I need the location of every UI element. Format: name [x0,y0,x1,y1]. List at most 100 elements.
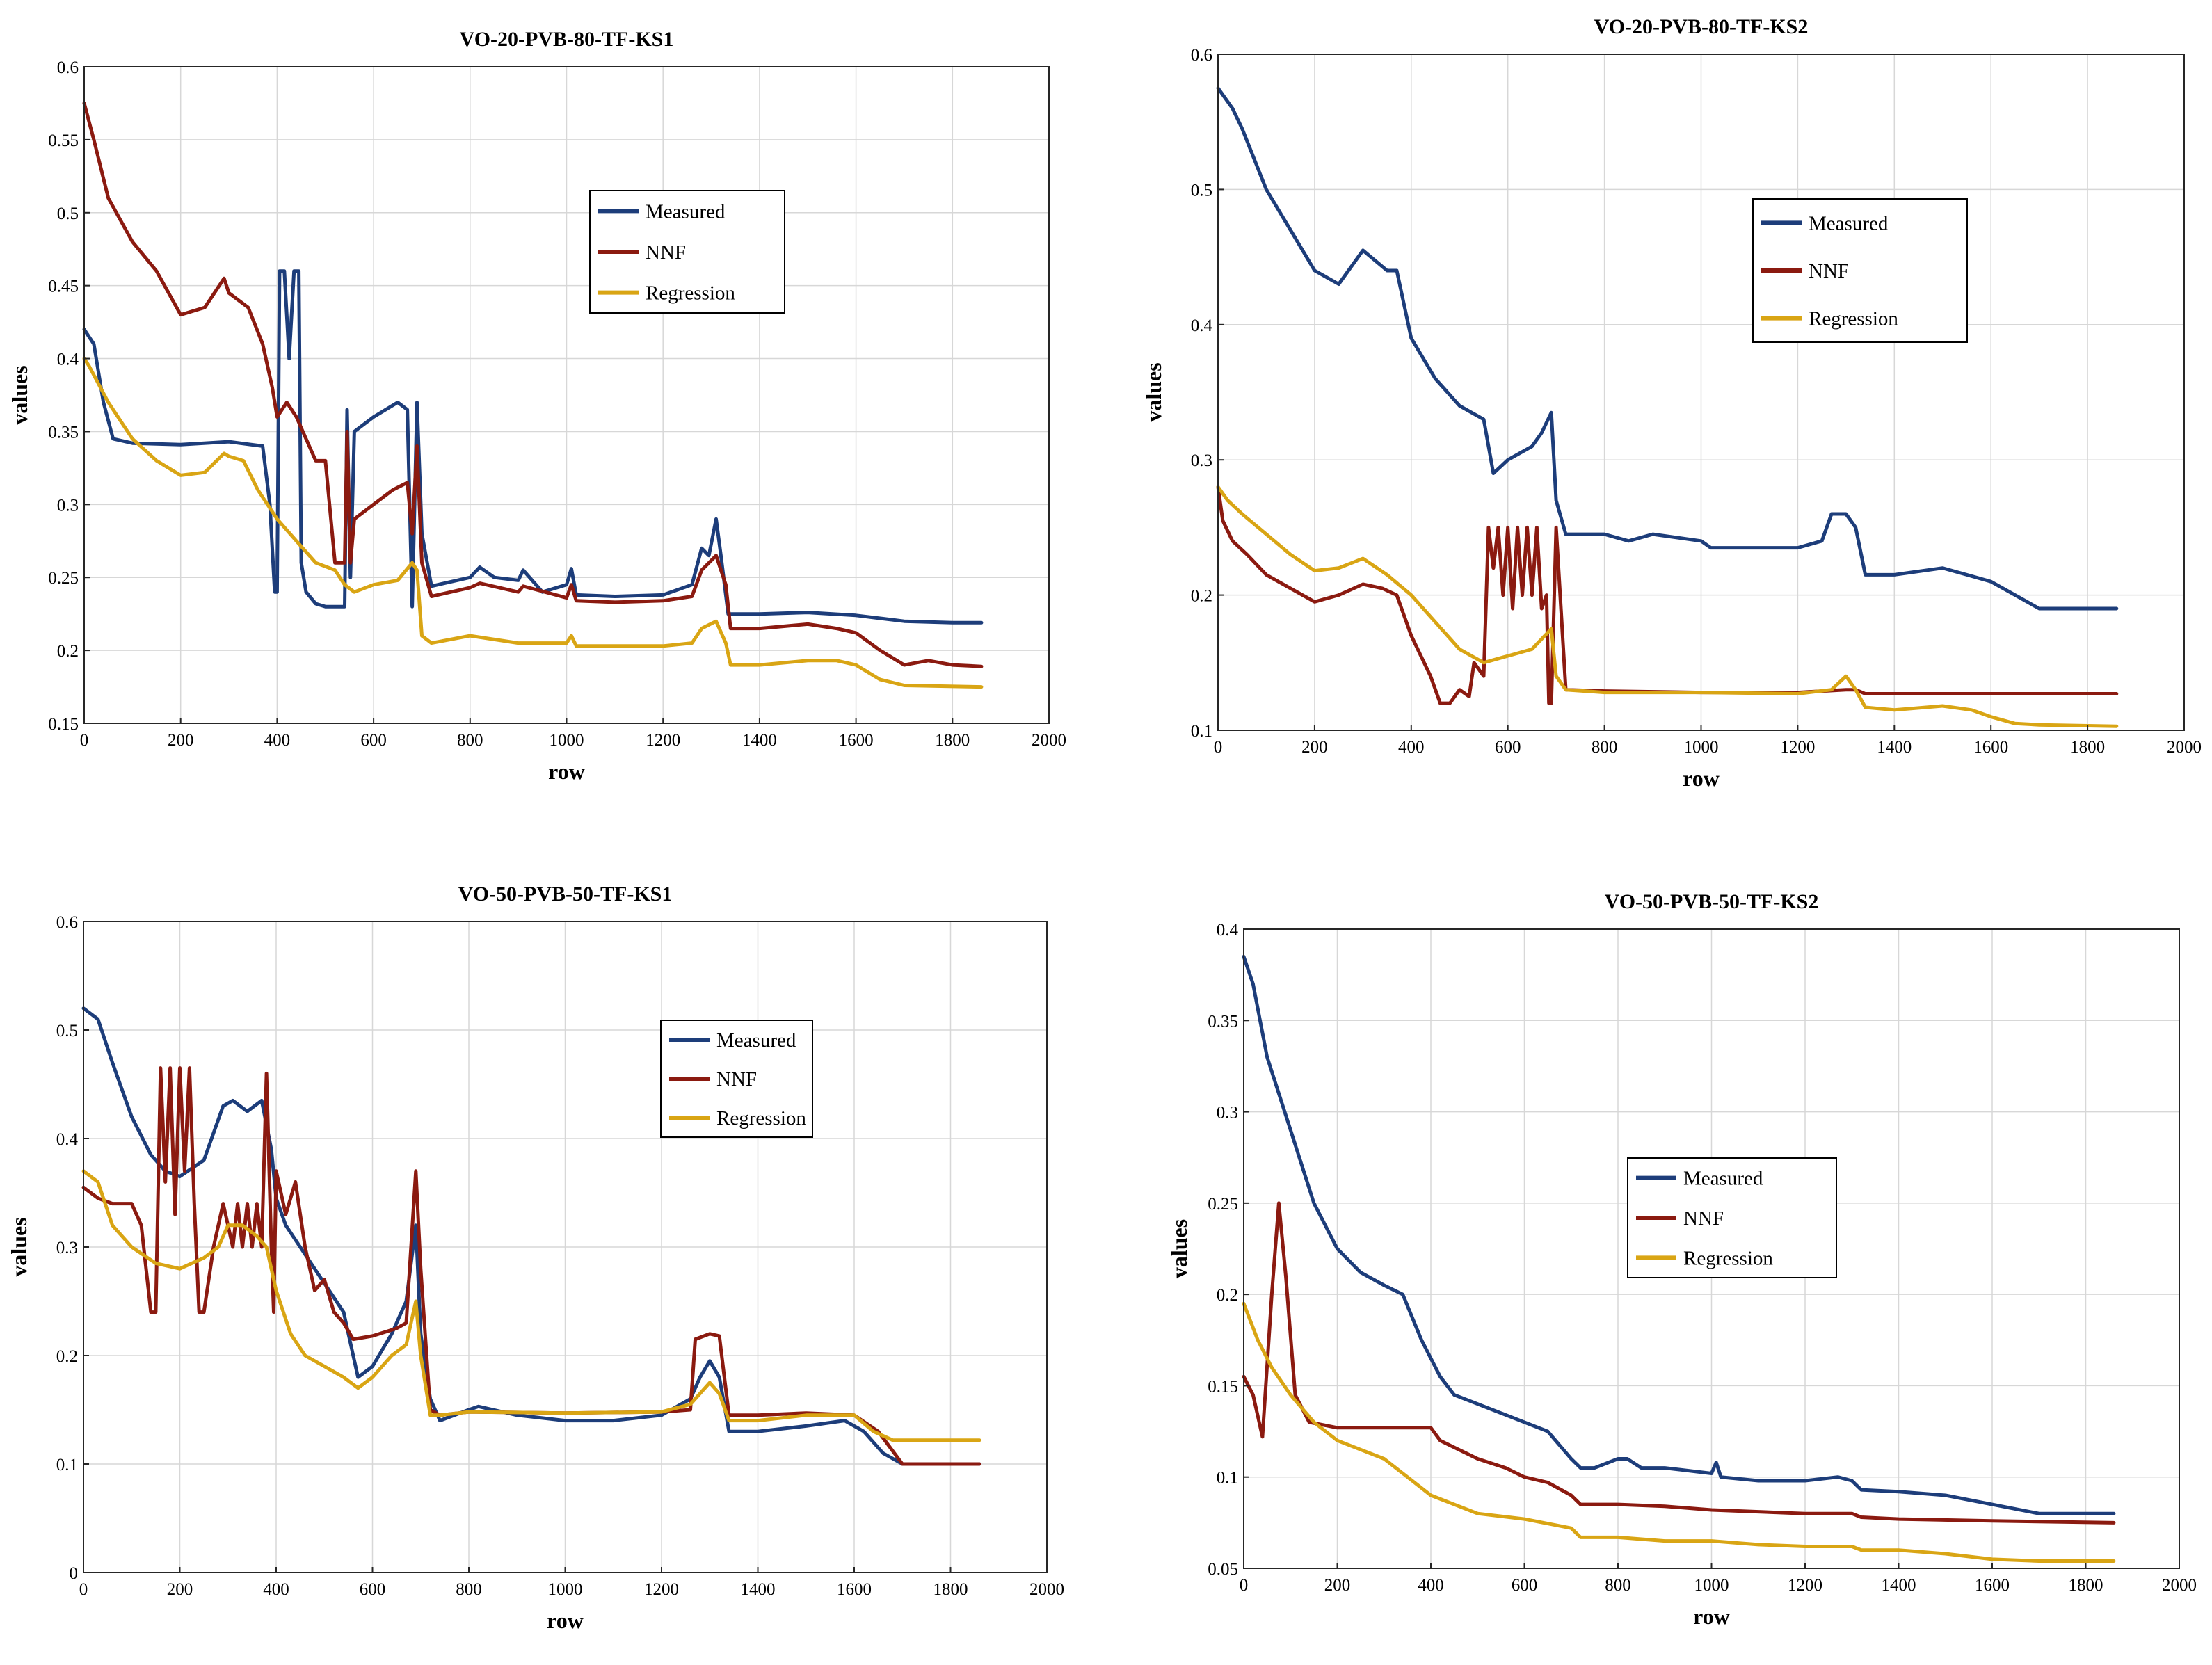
x-tick-label: 200 [1301,738,1328,757]
chart-1: 0 200 400 600 800 1000 1200 1400 1600 1800 2000 0.1… [7,28,1066,784]
x-tick-label: 0 [79,1580,88,1599]
y-tick-label: 0.3 [57,496,79,515]
y-tick-label: 0.4 [56,1130,79,1149]
legend-label-nnf: NNF [1809,260,1849,282]
chart-4: 0 200 400 600 800 1000 1200 1400 1600 1800 2000 0.0… [1167,890,2197,1629]
series-line-measured [82,269,984,625]
y-tick-label: 0.2 [57,642,79,661]
legend-label-measured: Measured [1683,1168,1763,1190]
x-tick-label: 800 [1592,738,1618,757]
x-tick-label: 1600 [839,731,874,750]
x-tick-label: 1600 [1975,1576,2010,1595]
y-tick-label: 0.55 [48,131,79,150]
chart-title: VO-20-PVB-80-TF-KS1 [460,28,674,51]
x-tick-label: 1800 [935,731,970,750]
chart-panel-1: 0 200 400 600 800 1000 1200 1400 1600 1800 2000 0.1… [0,0,1106,832]
y-tick-label: 0.5 [56,1022,78,1040]
legend-label-measured: Measured [646,200,726,223]
y-tick-label: 0 [70,1564,79,1583]
legend-label-nnf: NNF [716,1068,757,1091]
y-tick-label: 0.2 [1217,1286,1238,1305]
x-tick-label: 1200 [644,1580,679,1599]
y-tick-label: 0.2 [56,1347,78,1366]
x-axis-label: row [1693,1604,1730,1629]
y-tick-label: 0.4 [57,351,79,369]
legend-label-measured: Measured [716,1029,796,1052]
legend-label-nnf: NNF [646,241,686,264]
y-tick-label: 0.3 [1191,451,1212,470]
y-tick-label: 0.25 [48,569,79,588]
y-axis-label: values [7,365,32,424]
chart-title: VO-20-PVB-80-TF-KS2 [1594,15,1809,38]
x-tick-label: 0 [1240,1576,1249,1595]
chart-panel-4: 0 200 400 600 800 1000 1200 1400 1600 1800 2000 0.0… [1106,832,2212,1665]
y-tick-label: 0.6 [56,913,78,932]
y-tick-label: 0.5 [57,204,79,223]
y-tick-label: 0.6 [57,58,79,77]
series-line-regression [1242,1301,2116,1563]
x-tick-label: 600 [1512,1576,1538,1595]
y-tick-label: 0.35 [48,423,79,442]
series-line-nnf [82,101,984,668]
chart-3: 0 200 400 600 800 1000 1200 1400 1600 1800 2000 0 0.… [6,883,1064,1633]
chart-title: VO-50-PVB-50-TF-KS2 [1605,890,1819,913]
x-axis-label: row [547,1608,584,1633]
x-tick-label: 400 [263,1580,289,1599]
x-tick-label: 600 [1495,738,1521,757]
series-line-nnf [81,1066,981,1466]
x-tick-label: 1000 [1684,738,1719,757]
x-tick-label: 200 [168,731,194,750]
y-tick-label: 0.5 [1191,181,1212,200]
y-tick-label: 0.3 [1217,1104,1238,1123]
y-axis-label: values [1141,362,1166,421]
y-tick-label: 0.4 [1191,316,1213,335]
y-tick-label: 0.2 [1191,587,1212,606]
legend-label-regression: Regression [716,1107,806,1129]
x-tick-label: 1400 [1877,738,1912,757]
x-tick-label: 1200 [1788,1576,1822,1595]
series-line-nnf [1242,1201,2116,1525]
x-tick-label: 2000 [1029,1580,1064,1599]
series-line-regression [1216,485,2119,728]
x-tick-label: 200 [1324,1576,1351,1595]
x-tick-label: 400 [264,731,291,750]
series-line-regression [81,1169,981,1442]
y-tick-label: 0.15 [1208,1377,1238,1396]
y-tick-label: 0.35 [1208,1012,1238,1031]
y-tick-label: 0.15 [48,715,79,734]
series-line-measured [1216,86,2119,611]
x-tick-label: 1000 [550,731,584,750]
chart-panel-2: 0 200 400 600 800 1000 1200 1400 1600 1800 2000 0.1… [1106,0,2212,832]
x-tick-label: 800 [456,1580,482,1599]
y-axis-label: values [6,1217,31,1276]
x-tick-label: 600 [360,731,387,750]
legend-label-nnf: NNF [1683,1207,1724,1230]
y-tick-label: 0.45 [48,278,79,296]
x-tick-label: 800 [457,731,483,750]
chart-title: VO-50-PVB-50-TF-KS1 [458,883,673,906]
x-tick-label: 1800 [2070,738,2105,757]
x-tick-label: 400 [1398,738,1425,757]
x-tick-label: 400 [1418,1576,1444,1595]
x-tick-label: 1400 [742,731,777,750]
chart-2: 0 200 400 600 800 1000 1200 1400 1600 1800 2000 0.1… [1141,15,2202,791]
y-tick-label: 0.25 [1208,1195,1238,1214]
y-axis-label: values [1167,1219,1192,1278]
y-tick-label: 0.1 [1191,722,1212,741]
x-tick-label: 2000 [2167,738,2202,757]
x-axis-label: row [1683,766,1720,791]
x-tick-label: 600 [360,1580,386,1599]
x-tick-label: 1000 [548,1580,583,1599]
legend-label-measured: Measured [1809,212,1889,234]
x-tick-label: 0 [1214,738,1223,757]
x-tick-label: 1600 [837,1580,872,1599]
x-tick-label: 200 [167,1580,193,1599]
x-tick-label: 2000 [2162,1576,2197,1595]
legend-label-regression: Regression [1809,308,1898,330]
x-tick-label: 1200 [1780,738,1815,757]
series-line-measured [1242,954,2116,1515]
x-tick-label: 1000 [1694,1576,1729,1595]
x-axis-label: row [548,759,585,784]
x-tick-label: 0 [80,731,89,750]
series-line-regression [82,357,984,689]
